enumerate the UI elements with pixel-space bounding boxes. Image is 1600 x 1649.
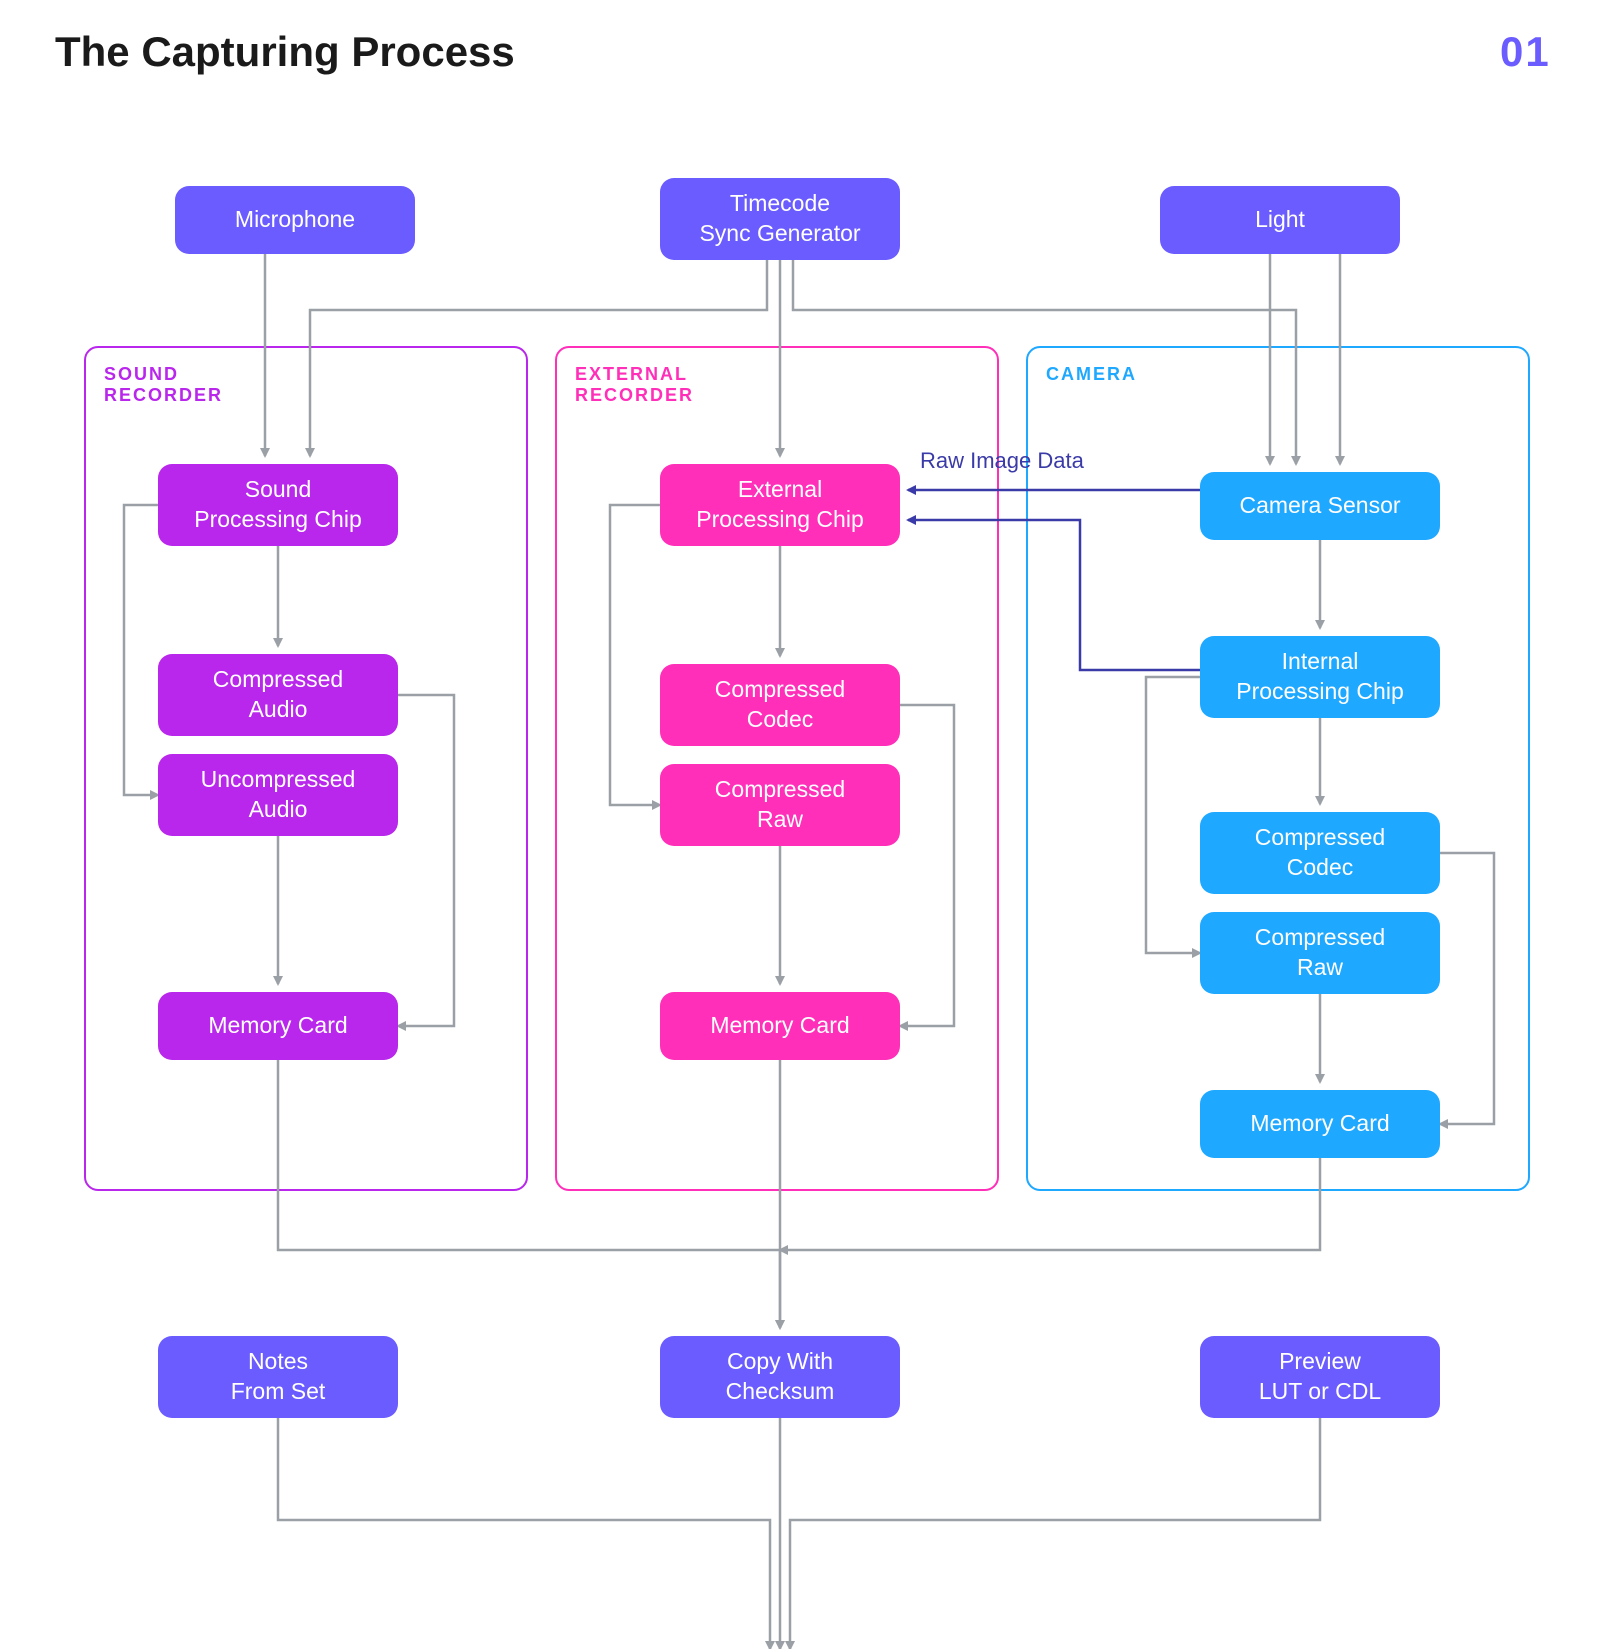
group-label-sound-recorder: SOUND RECORDER xyxy=(104,364,223,406)
node-timecode: Timecode Sync Generator xyxy=(660,178,900,260)
edge-label: Raw Image Data xyxy=(920,448,1084,474)
page-number: 01 xyxy=(1500,28,1551,76)
page-title: The Capturing Process xyxy=(55,28,515,76)
node-checksum: Copy With Checksum xyxy=(660,1336,900,1418)
node-cam-sensor: Camera Sensor xyxy=(1200,472,1440,540)
node-ext-chip: External Processing Chip xyxy=(660,464,900,546)
node-uncomp-audio: Uncompressed Audio xyxy=(158,754,398,836)
node-light: Light xyxy=(1160,186,1400,254)
node-comp-raw-2: Compressed Raw xyxy=(1200,912,1440,994)
node-comp-codec-2: Compressed Codec xyxy=(1200,812,1440,894)
node-preview: Preview LUT or CDL xyxy=(1200,1336,1440,1418)
edge xyxy=(278,1418,770,1649)
node-comp-raw-1: Compressed Raw xyxy=(660,764,900,846)
node-comp-audio: Compressed Audio xyxy=(158,654,398,736)
node-comp-codec-1: Compressed Codec xyxy=(660,664,900,746)
node-microphone: Microphone xyxy=(175,186,415,254)
group-label-camera: CAMERA xyxy=(1046,364,1137,385)
node-mem-card-3: Memory Card xyxy=(1200,1090,1440,1158)
node-int-chip: Internal Processing Chip xyxy=(1200,636,1440,718)
node-mem-card-2: Memory Card xyxy=(660,992,900,1060)
node-mem-card-1: Memory Card xyxy=(158,992,398,1060)
edge xyxy=(790,1418,1320,1649)
group-label-external-recorder: EXTERNAL RECORDER xyxy=(575,364,694,406)
node-sound-chip: Sound Processing Chip xyxy=(158,464,398,546)
node-notes: Notes From Set xyxy=(158,1336,398,1418)
